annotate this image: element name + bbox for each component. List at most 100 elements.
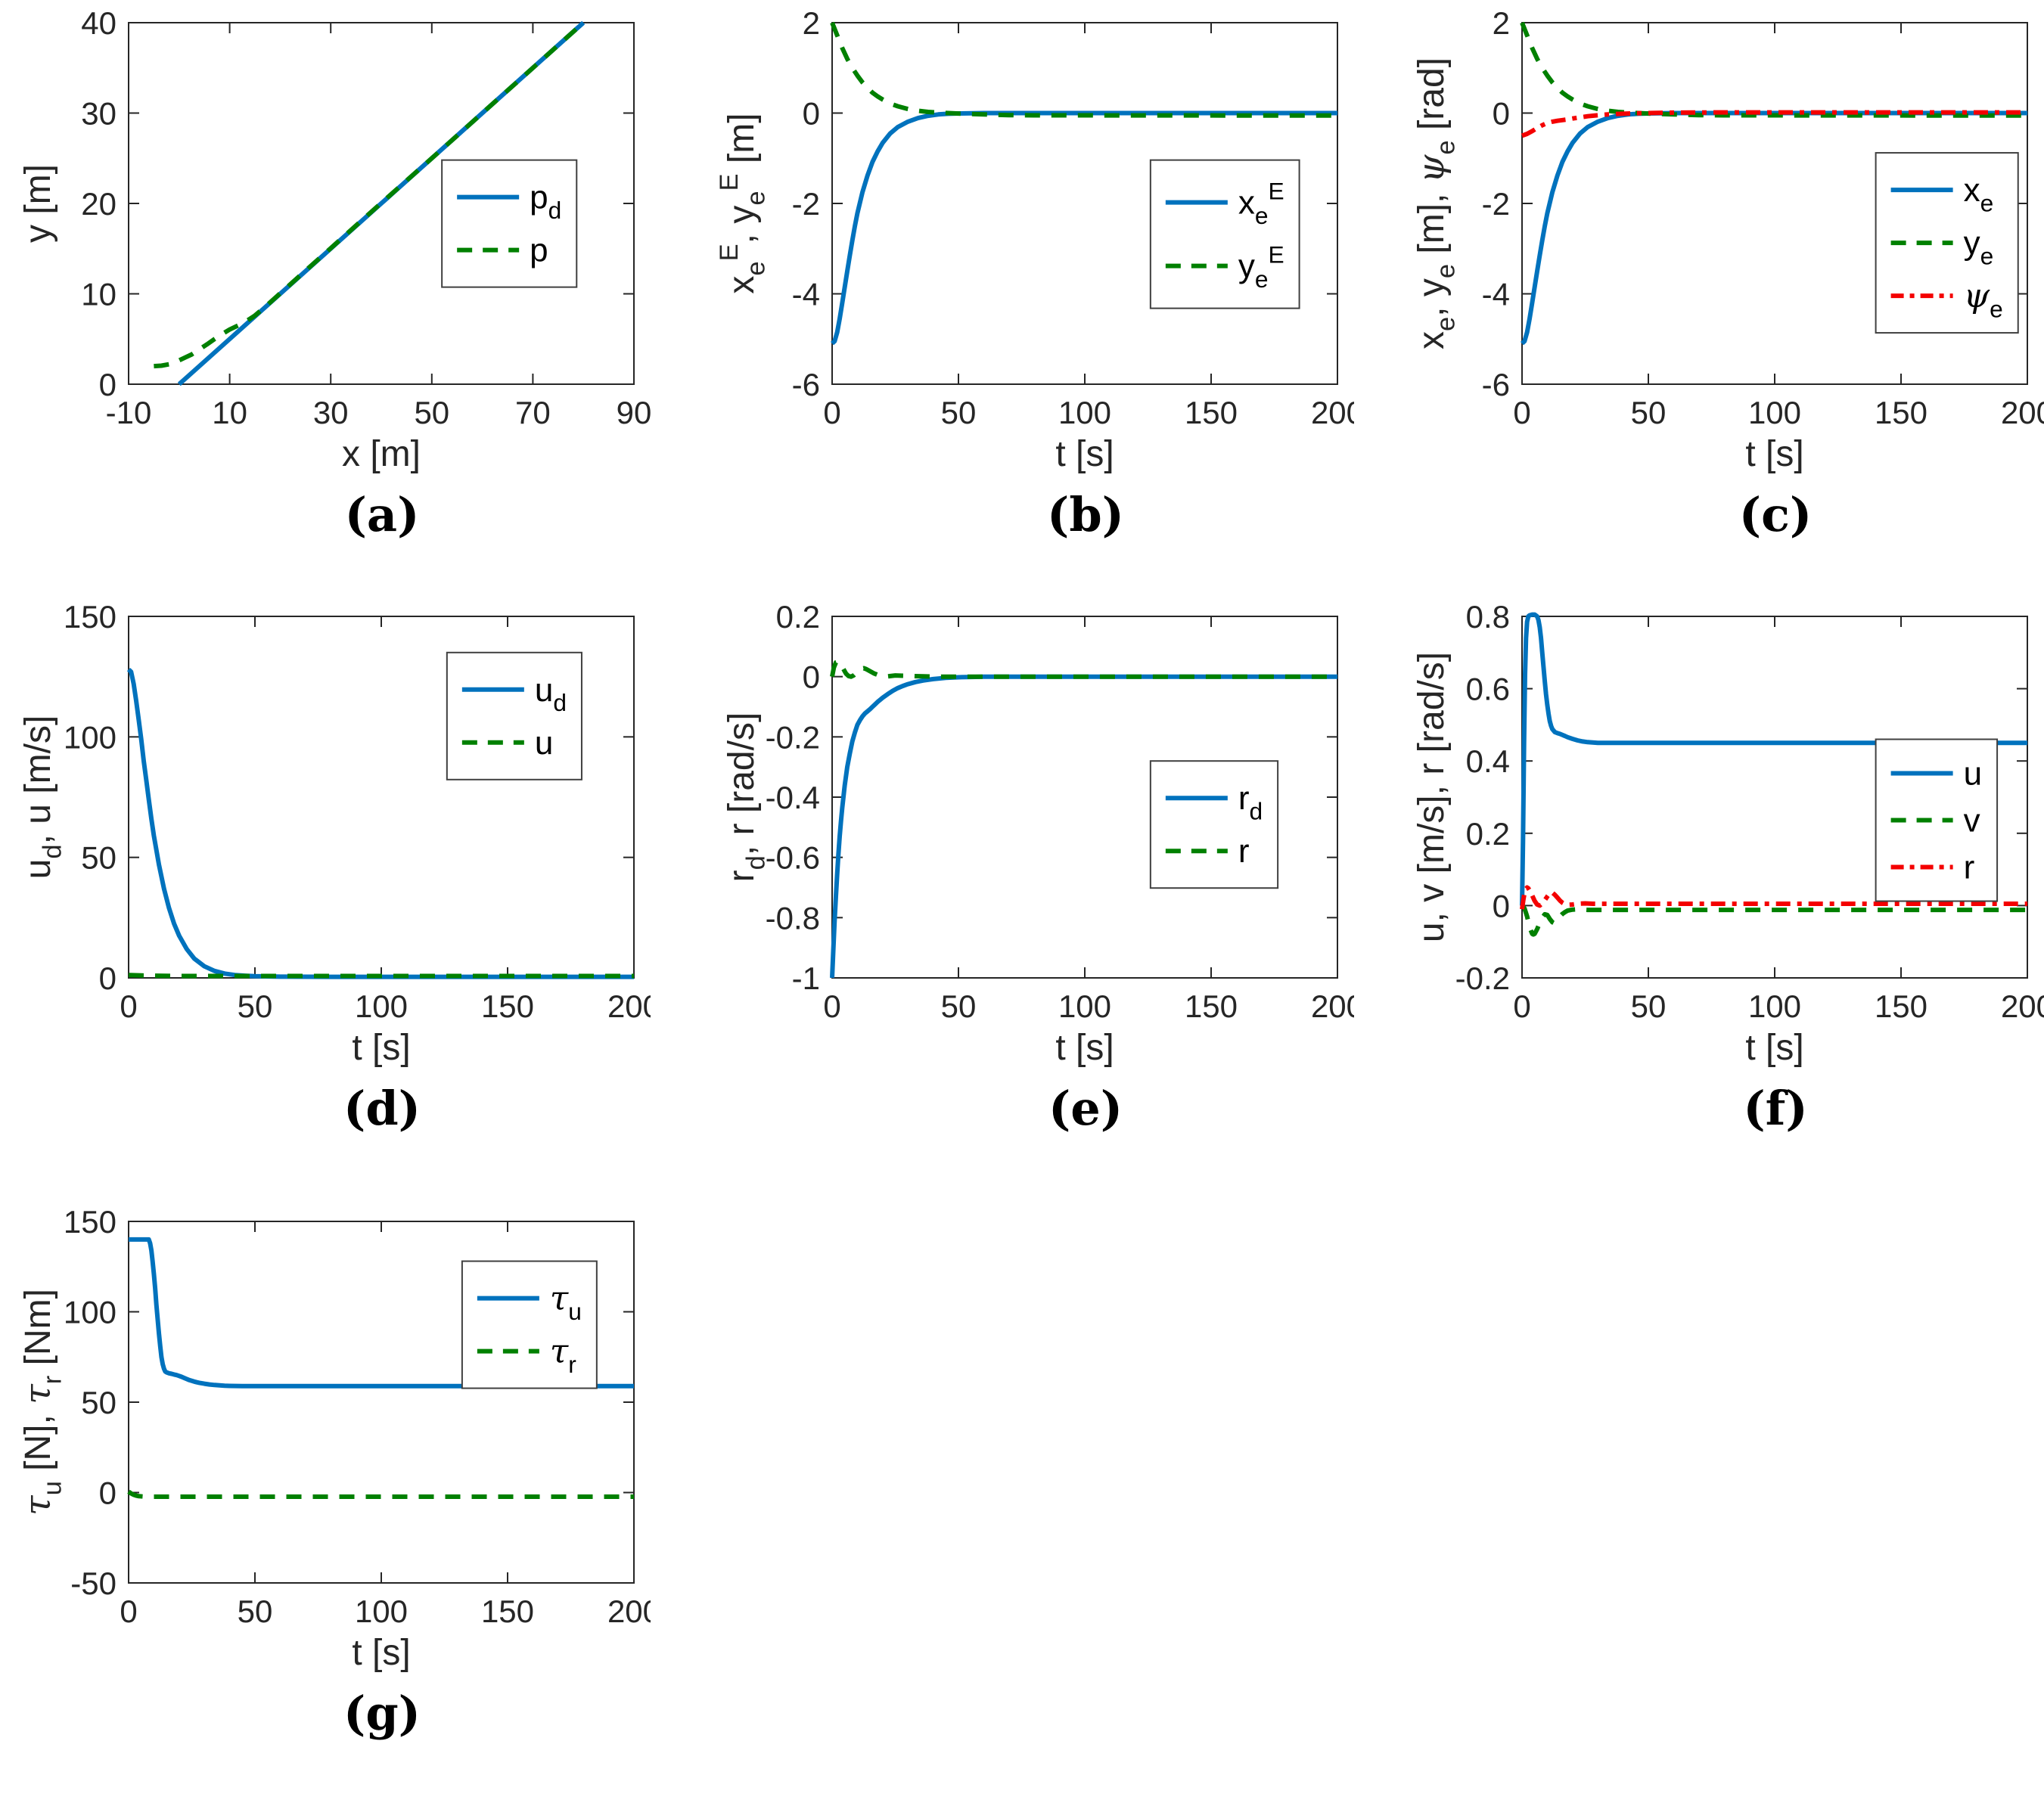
svg-text:-1: -1 [792,960,820,996]
svg-text:40: 40 [81,8,116,41]
svg-text:t [s]: t [s] [1745,1028,1803,1068]
svg-text:150: 150 [1875,988,1928,1024]
svg-text:200: 200 [1311,395,1354,430]
svg-text:200: 200 [607,1594,651,1629]
svg-text:xeE, yeE [m]: xeE, yeE [m] [719,113,770,293]
svg-text:0.2: 0.2 [776,601,820,635]
legend-d: ud u [446,651,582,780]
svg-text:t [s]: t [s] [1055,434,1114,474]
subplot-caption-d: (d) [343,1081,421,1136]
legend-g: τu τr [461,1260,598,1389]
svg-text:50: 50 [81,840,116,876]
svg-text:0: 0 [99,367,116,402]
plot-b-canvas: 0 50 100 150 200 -6 -4 -2 0 2 t [s] xeE, yeE [m] xeE… [719,8,1354,474]
svg-text:150: 150 [481,988,534,1024]
svg-text:0.4: 0.4 [1466,743,1510,779]
svg-text:r: r [1964,849,1975,886]
plot-e-canvas: 0 50 100 150 200 -1 -0.8 -0.6 -0.4 -0.2 0 0.2 t [s] r… [722,601,1354,1068]
svg-text:50: 50 [414,395,449,430]
svg-text:0: 0 [823,988,840,1024]
svg-text:50: 50 [81,1385,116,1420]
svg-text:0: 0 [99,960,116,996]
svg-text:-0.2: -0.2 [766,719,820,755]
svg-text:0.2: 0.2 [1466,816,1510,852]
svg-text:50: 50 [941,988,977,1024]
svg-text:u: u [535,725,553,762]
svg-text:100: 100 [1058,395,1111,430]
svg-text:0: 0 [1513,988,1530,1024]
svg-text:-50: -50 [70,1566,116,1601]
svg-text:50: 50 [941,395,977,430]
svg-text:ψe: ψe [1964,277,2003,322]
svg-text:r: r [1238,833,1250,870]
svg-text:-0.6: -0.6 [766,840,820,876]
svg-text:100: 100 [1058,988,1111,1024]
svg-text:50: 50 [1631,988,1667,1024]
svg-text:0: 0 [120,988,137,1024]
subplot-caption-g: (g) [343,1686,421,1741]
svg-text:0: 0 [1513,395,1530,430]
subplot-caption-e: (e) [1048,1081,1123,1136]
svg-text:0.8: 0.8 [1466,601,1510,635]
svg-text:t [s]: t [s] [352,1028,410,1068]
svg-text:30: 30 [313,395,349,430]
plot-a-canvas: -10 10 30 50 70 90 0 10 20 30 40 x [m] y [m] pd p [18,8,651,474]
svg-text:150: 150 [64,601,116,635]
svg-text:200: 200 [607,988,651,1024]
svg-text:0.6: 0.6 [1466,672,1510,707]
svg-text:70: 70 [515,395,551,430]
svg-text:50: 50 [238,1594,273,1629]
svg-text:-4: -4 [1482,277,1510,312]
svg-text:0: 0 [1493,888,1510,923]
svg-text:0: 0 [803,96,820,132]
svg-text:200: 200 [1311,988,1354,1024]
svg-text:150: 150 [1185,395,1238,430]
legend-a: pd p [441,159,578,288]
legend-c: xe ye ψe [1875,152,2019,334]
svg-text:100: 100 [355,1594,408,1629]
svg-text:ud: ud [535,672,567,716]
subplot-d: 050100150200050100150t [s]ud, u [m/s]udu… [15,601,666,1136]
svg-text:-4: -4 [792,277,820,312]
svg-text:xe, ye [m], ψe [rad]: xe, ye [m], ψe [rad] [1410,57,1460,349]
legend-e: rd r [1149,760,1279,889]
svg-text:rd, r [rad/s]: rd, r [rad/s] [722,712,770,883]
subplot-e: 0 50 100 150 200 -1 -0.8 -0.6 -0.4 -0.2 0 0.2 t [s] r… [719,601,1369,1136]
subplot-caption-b: (b) [1046,487,1125,542]
svg-text:v: v [1964,802,1980,839]
svg-text:u: u [1964,756,1982,793]
plot-c-canvas: 0 50 100 150 200 -6 -4 -2 0 2 t [s] xe, ye [m], ψe … [1410,8,2044,474]
svg-text:100: 100 [1748,988,1801,1024]
subplot-b: 0 50 100 150 200 -6 -4 -2 0 2 t [s] xeE, yeE [m] xeE… [719,8,1369,542]
svg-text:τu: τu [550,1280,582,1325]
svg-text:xe: xe [1964,172,1994,216]
svg-text:10: 10 [81,277,116,312]
svg-text:t [s]: t [s] [1745,434,1803,474]
svg-text:100: 100 [64,719,116,755]
subplot-caption-f: (f) [1743,1081,1808,1136]
svg-text:p: p [530,232,548,269]
svg-text:100: 100 [1748,395,1801,430]
svg-text:τu [N], τr [Nm]: τu [N], τr [Nm] [17,1289,67,1516]
svg-text:pd: pd [530,179,561,224]
svg-text:50: 50 [238,988,273,1024]
svg-text:0: 0 [803,659,820,695]
svg-text:90: 90 [617,395,651,430]
plot-d-canvas: 0 50 100 150 200 0 50 100 150 t [s] ud, u [m/s] ud u [18,601,651,1068]
svg-text:-2: -2 [1482,186,1510,222]
svg-text:0: 0 [120,1594,137,1629]
subplot-c: 0 50 100 150 200 -6 -4 -2 0 2 t [s] xe, ye [m], ψe … [1409,8,2044,542]
legend-b: xeE yeE [1149,159,1300,309]
svg-text:2: 2 [803,8,820,41]
svg-text:ud, u [m/s]: ud, u [m/s] [18,715,67,880]
subplot-a: -10 10 30 50 70 90 0 10 20 30 40 x [m] y [m] pd p (a) [15,8,666,542]
svg-text:100: 100 [64,1295,116,1330]
svg-text:150: 150 [1875,395,1928,430]
svg-text:t [s]: t [s] [1055,1028,1114,1068]
svg-text:100: 100 [355,988,408,1024]
svg-text:20: 20 [81,186,116,222]
svg-text:2: 2 [1493,8,1510,41]
